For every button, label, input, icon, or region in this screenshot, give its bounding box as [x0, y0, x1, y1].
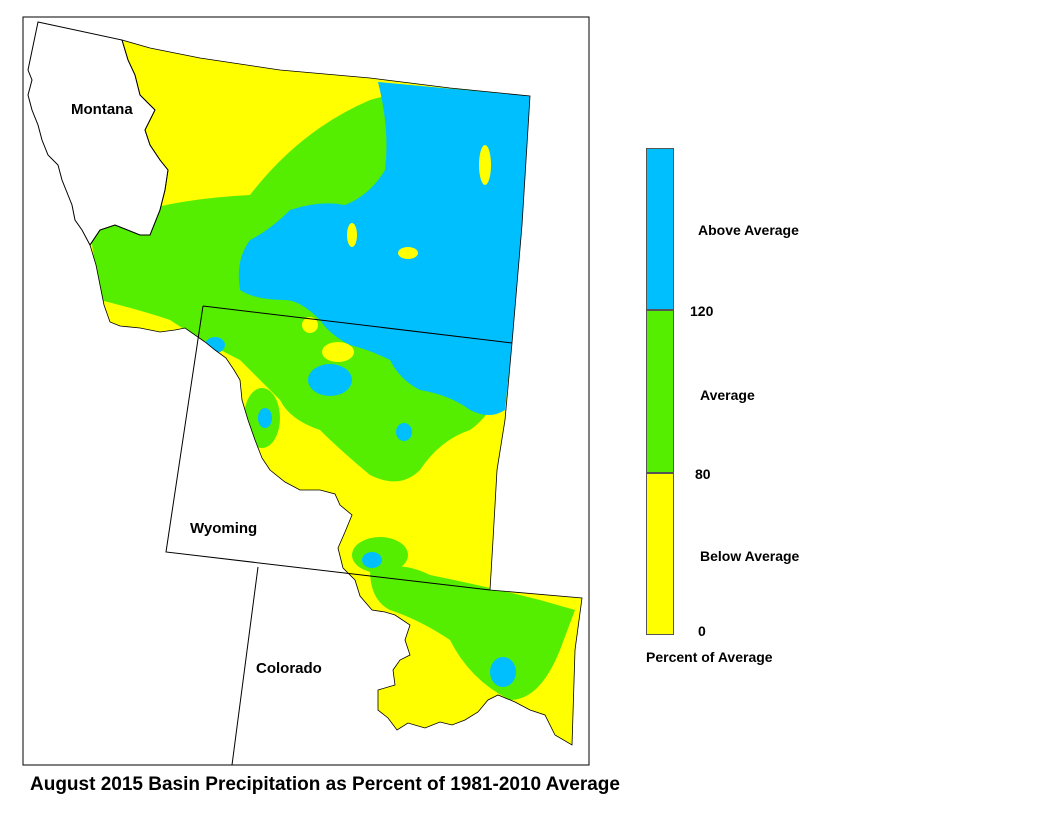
legend-swatch-average — [646, 310, 674, 473]
legend-break-80: 80 — [695, 466, 711, 482]
map-title: August 2015 Basin Precipitation as Perce… — [30, 774, 620, 795]
legend-label-average: Average — [700, 387, 755, 403]
legend-swatch-below — [646, 473, 674, 635]
legend-break-0: 0 — [698, 623, 706, 639]
legend-swatch-above — [646, 148, 674, 310]
precipitation-map — [22, 16, 590, 766]
state-label-colorado: Colorado — [256, 660, 322, 677]
legend-label-below: Below Average — [700, 548, 800, 564]
legend-break-120: 120 — [690, 303, 714, 319]
state-label-wyoming: Wyoming — [190, 520, 258, 537]
legend-label-above: Above Average — [698, 222, 799, 238]
legend-title: Percent of Average — [646, 649, 773, 665]
state-label-montana: Montana — [71, 101, 133, 118]
